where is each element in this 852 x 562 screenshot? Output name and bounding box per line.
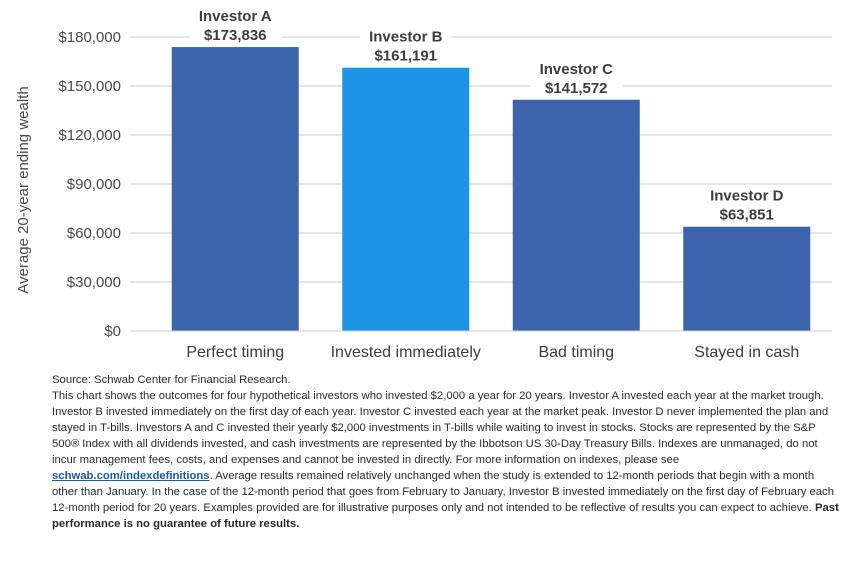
source-note: Source: Schwab Center for Financial Rese…	[52, 374, 291, 386]
methodology-text-cont: . Average results remained relatively un…	[52, 470, 834, 514]
bar	[512, 99, 640, 331]
y-tick-label: $30,000	[67, 274, 121, 291]
bar-group: Investor A $173,836	[171, 6, 299, 331]
y-axis-ticks: $0 $30,000 $60,000 $90,000 $120,000 $150,000 $…	[58, 29, 121, 340]
methodology-note: This chart shows the outcomes for four h…	[52, 388, 842, 532]
bar-group: Investor B $161,191	[342, 26, 470, 331]
bar	[342, 67, 470, 331]
bar	[171, 47, 299, 331]
methodology-text: This chart shows the outcomes for four h…	[52, 390, 829, 466]
past-performance-disclaimer: Past performance is no guarantee of futu…	[52, 502, 839, 530]
label-background	[700, 185, 793, 224]
value-label: $161,191	[374, 48, 437, 65]
bar	[683, 226, 811, 331]
y-tick-label: $90,000	[67, 176, 121, 193]
category-label: Invested immediately	[331, 344, 481, 361]
y-tick-label: $120,000	[58, 127, 121, 144]
value-label: $173,836	[204, 27, 267, 44]
investor-label: Investor A	[199, 8, 272, 25]
investor-label: Investor B	[369, 29, 443, 46]
category-label: Perfect timing	[186, 344, 284, 361]
category-labels: Perfect timing Invested immediately Bad ti…	[186, 344, 799, 361]
bars: Investor A$173,836 Investor B$161,191Inve…	[171, 6, 811, 331]
label-background	[359, 26, 452, 65]
investor-label: Investor D	[710, 188, 784, 205]
y-tick-label: $150,000	[58, 78, 121, 95]
bar-chart: $0 $30,000 $60,000 $90,000 $120,000 $150,000 $…	[15, 6, 832, 361]
category-label: Bad timing	[538, 344, 614, 361]
label-background	[530, 58, 623, 97]
bar-group: Investor C $141,572	[512, 58, 640, 331]
chart-notes: Source: Schwab Center for Financial Rese…	[52, 372, 842, 532]
y-axis-label: Average 20-year ending wealth	[15, 86, 32, 293]
y-tick-label: $60,000	[67, 225, 121, 242]
value-label: $63,851	[720, 207, 774, 224]
label-background	[189, 6, 282, 45]
value-label: $141,572	[545, 80, 608, 97]
investor-label: Investor C	[540, 61, 614, 78]
y-tick-label: $180,000	[58, 29, 121, 46]
y-tick-label: $0	[104, 323, 121, 340]
index-definitions-link[interactable]: schwab.com/indexdefinitions	[52, 470, 210, 482]
bar-group: Investor D $63,851	[683, 185, 811, 331]
category-label: Stayed in cash	[694, 344, 799, 361]
